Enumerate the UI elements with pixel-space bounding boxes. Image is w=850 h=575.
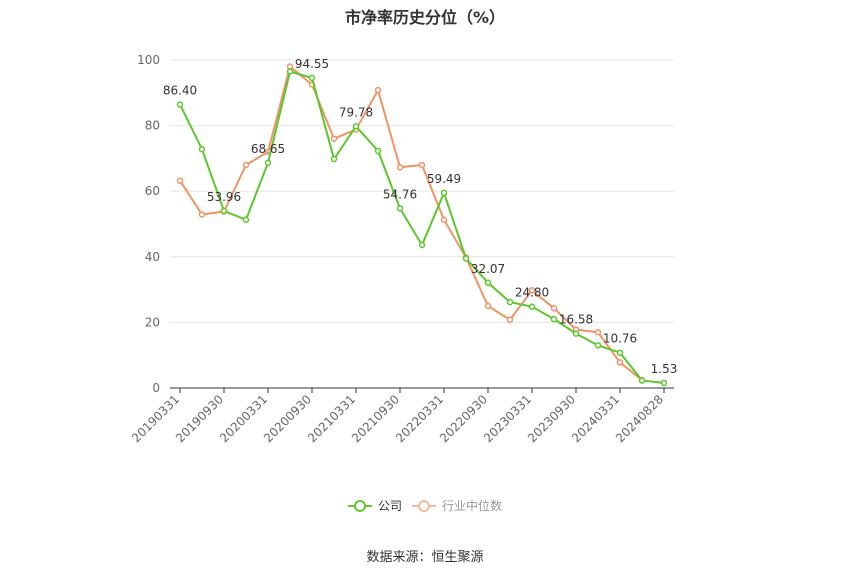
industry-median-point	[594, 328, 602, 336]
legend-item-industry-median[interactable]: 行业中位数	[412, 498, 502, 513]
y-tick-label: 40	[145, 250, 160, 264]
y-tick-label: 0	[152, 381, 160, 395]
industry-median-point	[374, 86, 382, 94]
data-label: 10.76	[603, 332, 637, 346]
company-point	[506, 298, 514, 306]
company-point	[352, 123, 360, 130]
company-point	[638, 377, 646, 384]
company-point	[528, 303, 536, 310]
industry-median-point	[528, 287, 536, 294]
company-point	[220, 207, 228, 215]
industry-median-point	[550, 305, 558, 312]
industry-median-point	[330, 135, 338, 142]
data-label: 86.40	[163, 84, 197, 98]
y-tick-label: 80	[145, 119, 160, 133]
company-point	[330, 155, 338, 163]
industry-median-line	[179, 64, 643, 381]
company-point	[660, 379, 668, 387]
data-labels: 86.40 53.96 68.65 94.55 79.78 54.76 59.49 32.07…	[163, 57, 678, 376]
company-point	[484, 279, 492, 287]
data-label: 79.78	[339, 105, 373, 119]
data-source: 数据来源：恒生聚源	[366, 550, 484, 565]
company-point	[418, 241, 426, 249]
legend-marker-icon	[418, 500, 430, 512]
data-label: 94.55	[295, 57, 329, 71]
plot-area	[176, 63, 668, 387]
y-tick-label: 20	[145, 315, 160, 329]
data-label: 32.07	[471, 262, 505, 276]
data-label: 68.65	[251, 142, 285, 156]
data-label: 53.96	[207, 190, 241, 204]
industry-median-point	[396, 164, 404, 171]
industry-median-point	[484, 302, 492, 310]
company-point	[616, 349, 624, 356]
company-point	[462, 255, 470, 262]
company-point	[198, 145, 206, 153]
company-point	[550, 315, 558, 323]
legend-label: 行业中位数	[442, 498, 502, 513]
company-point	[308, 74, 316, 82]
grid-lines	[170, 59, 674, 389]
industry-median-point	[176, 177, 184, 184]
industry-median-point	[418, 161, 426, 169]
x-tick-label: 20240828	[613, 392, 666, 445]
industry-median-point	[242, 161, 250, 169]
industry-median-point	[616, 359, 624, 366]
data-label: 1.53	[651, 362, 678, 376]
y-tick-label: 100	[137, 53, 160, 67]
data-label: 24.80	[515, 286, 549, 300]
industry-median-point	[198, 211, 206, 218]
x-axis: 2019033120190930202003312020093020210331…	[129, 387, 674, 445]
company-point	[176, 101, 184, 108]
data-label: 16.58	[559, 313, 593, 327]
legend[interactable]: 公司 行业中位数	[348, 498, 502, 513]
company-line	[179, 70, 665, 384]
company-point	[264, 159, 272, 167]
company-point	[286, 68, 294, 75]
legend-marker-icon	[354, 500, 366, 512]
data-label: 54.76	[383, 187, 417, 201]
company-point	[374, 147, 382, 155]
chart-title: 市净率历史分位（%）	[344, 8, 506, 27]
y-axis: 0 20 40 60 80 100	[137, 53, 160, 395]
industry-median-point	[440, 216, 448, 223]
legend-label: 公司	[378, 499, 402, 513]
legend-item-company[interactable]: 公司	[348, 499, 402, 513]
company-point	[440, 189, 448, 197]
company-point	[594, 342, 602, 349]
company-point	[242, 216, 250, 223]
company-point	[572, 330, 580, 337]
y-tick-label: 60	[145, 184, 160, 198]
data-label: 59.49	[427, 172, 461, 186]
industry-median-point	[506, 316, 514, 324]
company-point	[396, 205, 404, 212]
